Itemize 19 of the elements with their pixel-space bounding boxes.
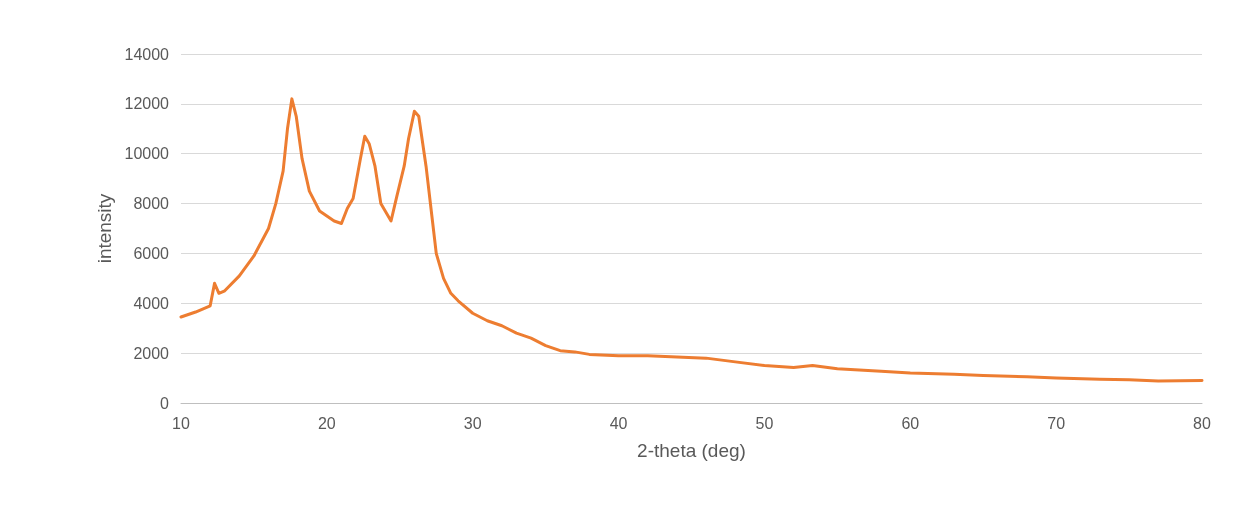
x-tick-label: 40 — [609, 414, 628, 432]
y-tick-label: 8000 — [133, 195, 170, 213]
y-tick-label: 10000 — [124, 145, 170, 163]
y-tick-label: 6000 — [133, 244, 170, 262]
x-tick-label: 50 — [755, 414, 774, 432]
y-tick-label: 12000 — [124, 95, 170, 113]
x-tick-label: 20 — [317, 414, 336, 432]
x-tick-label: 60 — [901, 414, 920, 432]
x-tick-label: 30 — [463, 414, 482, 432]
y-tick-label: 4000 — [133, 294, 170, 312]
x-tick-label: 10 — [172, 414, 190, 432]
x-tick-label: 80 — [1193, 414, 1211, 432]
y-tick-label: 14000 — [124, 45, 170, 63]
x-axis-title: 2-theta (deg) — [637, 440, 746, 461]
y-tick-label: 0 — [160, 394, 170, 412]
y-tick-label: 2000 — [133, 344, 170, 362]
x-tick-label: 70 — [1047, 414, 1066, 432]
line-series — [179, 97, 1204, 383]
y-axis-title: intensity — [93, 193, 115, 264]
